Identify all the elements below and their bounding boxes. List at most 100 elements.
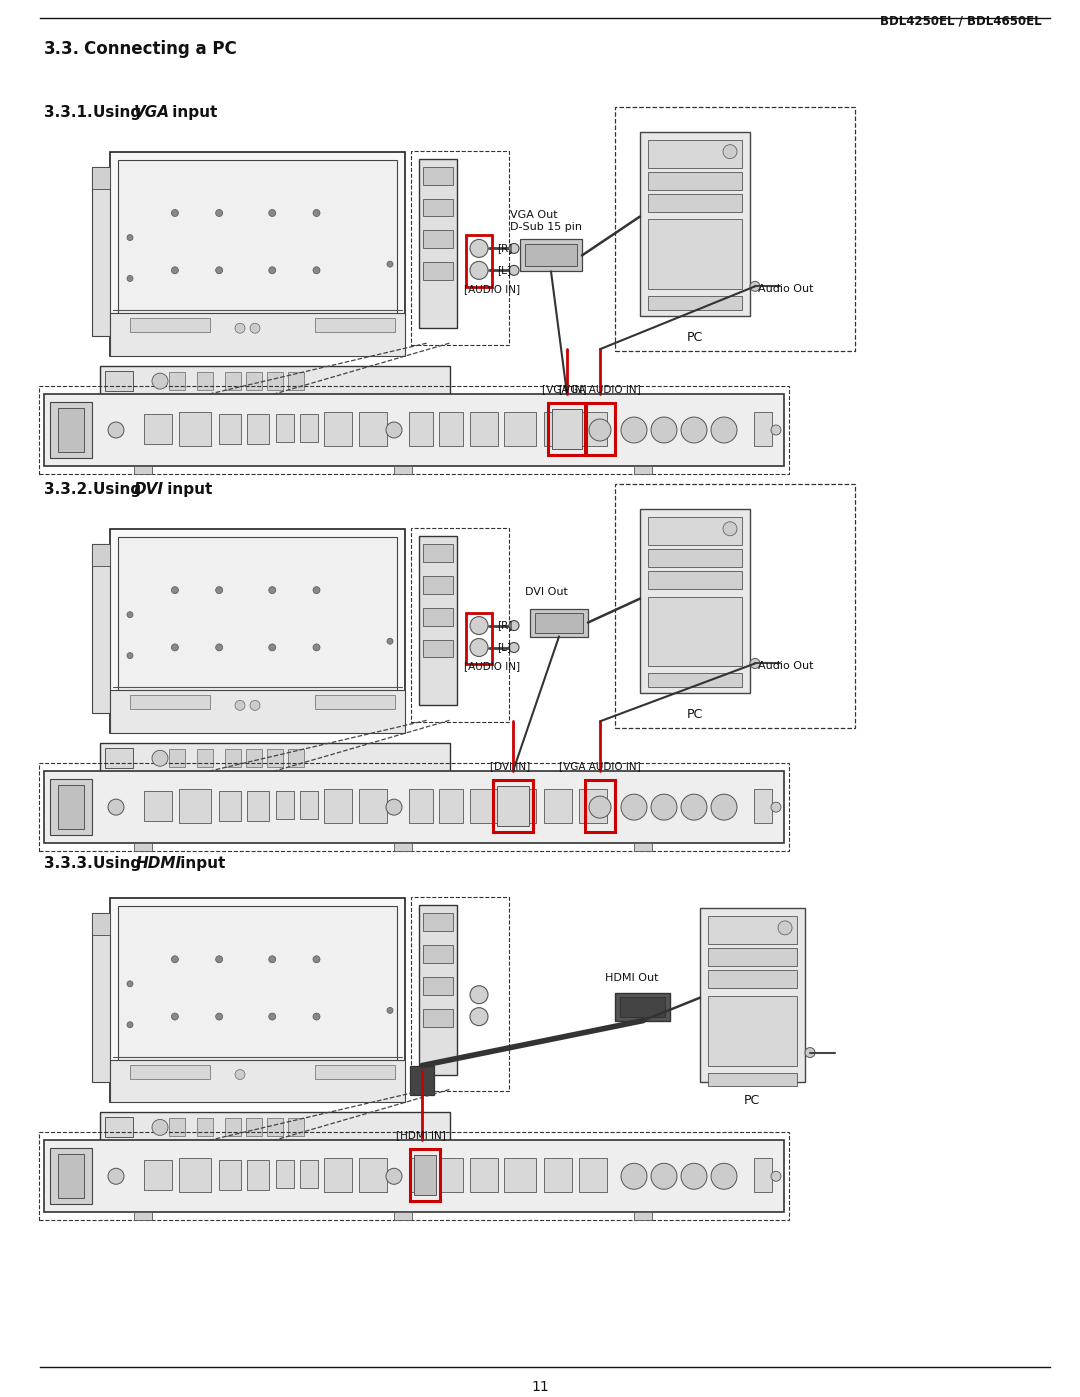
Bar (708, 996, 797, 1066)
Bar (465, 613, 492, 665)
Text: [VGA AUDIO IN]: [VGA AUDIO IN] (559, 384, 640, 394)
Text: PC: PC (687, 331, 703, 344)
Circle shape (172, 267, 178, 274)
Circle shape (152, 1119, 168, 1136)
Bar (179, 789, 211, 823)
Text: PC: PC (687, 708, 703, 721)
Bar (110, 690, 405, 733)
Bar (648, 673, 742, 687)
Bar (300, 791, 318, 819)
Bar (58, 1154, 84, 1199)
Bar (634, 1213, 652, 1220)
Bar (535, 613, 583, 633)
Circle shape (216, 587, 222, 594)
Bar (579, 789, 607, 823)
Bar (423, 912, 453, 930)
Bar (620, 996, 665, 1017)
Circle shape (269, 267, 275, 274)
Circle shape (723, 522, 737, 536)
Bar (39, 1133, 789, 1220)
Bar (634, 842, 652, 851)
Bar (300, 414, 318, 441)
Bar (118, 905, 397, 1060)
Circle shape (470, 638, 488, 657)
Bar (288, 749, 303, 767)
Bar (525, 244, 577, 267)
Text: Using: Using (93, 856, 147, 870)
Circle shape (387, 638, 393, 644)
Bar (465, 236, 492, 288)
Circle shape (621, 793, 647, 820)
Circle shape (681, 1164, 707, 1189)
Bar (276, 791, 294, 819)
Bar (423, 231, 453, 249)
Bar (100, 366, 450, 397)
Circle shape (216, 267, 222, 274)
Bar (168, 1119, 185, 1136)
Bar (410, 1150, 440, 1201)
Bar (423, 576, 453, 594)
Bar (100, 743, 450, 773)
Bar (225, 1119, 241, 1136)
Bar (438, 412, 463, 446)
Bar (315, 319, 395, 332)
Bar (100, 1112, 450, 1143)
Circle shape (269, 956, 275, 963)
Bar (423, 263, 453, 281)
Bar (267, 1119, 283, 1136)
Bar (648, 597, 742, 666)
Bar (423, 1009, 453, 1027)
Circle shape (249, 700, 260, 710)
Bar (409, 789, 433, 823)
Circle shape (750, 281, 760, 292)
Bar (648, 296, 742, 310)
Bar (130, 1065, 210, 1078)
Bar (708, 947, 797, 965)
Bar (648, 517, 742, 545)
Bar (276, 414, 294, 441)
Circle shape (723, 145, 737, 159)
Circle shape (172, 956, 178, 963)
Text: input: input (167, 105, 217, 120)
Bar (92, 166, 110, 189)
Bar (105, 1118, 133, 1137)
Circle shape (387, 261, 393, 267)
Bar (130, 319, 210, 332)
Bar (267, 749, 283, 767)
Circle shape (621, 1164, 647, 1189)
Bar (359, 412, 387, 446)
Bar (394, 842, 411, 851)
Bar (246, 372, 262, 390)
Circle shape (172, 644, 178, 651)
Circle shape (313, 644, 320, 651)
Circle shape (127, 652, 133, 658)
Text: [HDMI IN]: [HDMI IN] (396, 1130, 446, 1140)
Bar (410, 1066, 434, 1095)
Circle shape (313, 587, 320, 594)
Bar (288, 1119, 303, 1136)
Text: [R]: [R] (497, 243, 512, 253)
Circle shape (172, 1013, 178, 1020)
Circle shape (509, 620, 519, 630)
Circle shape (152, 373, 168, 390)
Bar (423, 543, 453, 562)
Circle shape (681, 418, 707, 443)
Circle shape (711, 1164, 737, 1189)
Bar (246, 749, 262, 767)
Bar (423, 608, 453, 626)
Circle shape (127, 235, 133, 240)
Bar (585, 404, 615, 455)
Circle shape (681, 793, 707, 820)
Bar (423, 166, 453, 184)
Bar (118, 159, 397, 314)
Circle shape (313, 267, 320, 274)
Bar (246, 1119, 262, 1136)
Bar (700, 908, 805, 1083)
Bar (105, 749, 133, 768)
Text: Connecting a PC: Connecting a PC (84, 41, 237, 57)
Bar (247, 791, 269, 821)
Circle shape (235, 700, 245, 710)
Circle shape (172, 210, 178, 217)
Bar (648, 140, 742, 168)
Circle shape (269, 210, 275, 217)
